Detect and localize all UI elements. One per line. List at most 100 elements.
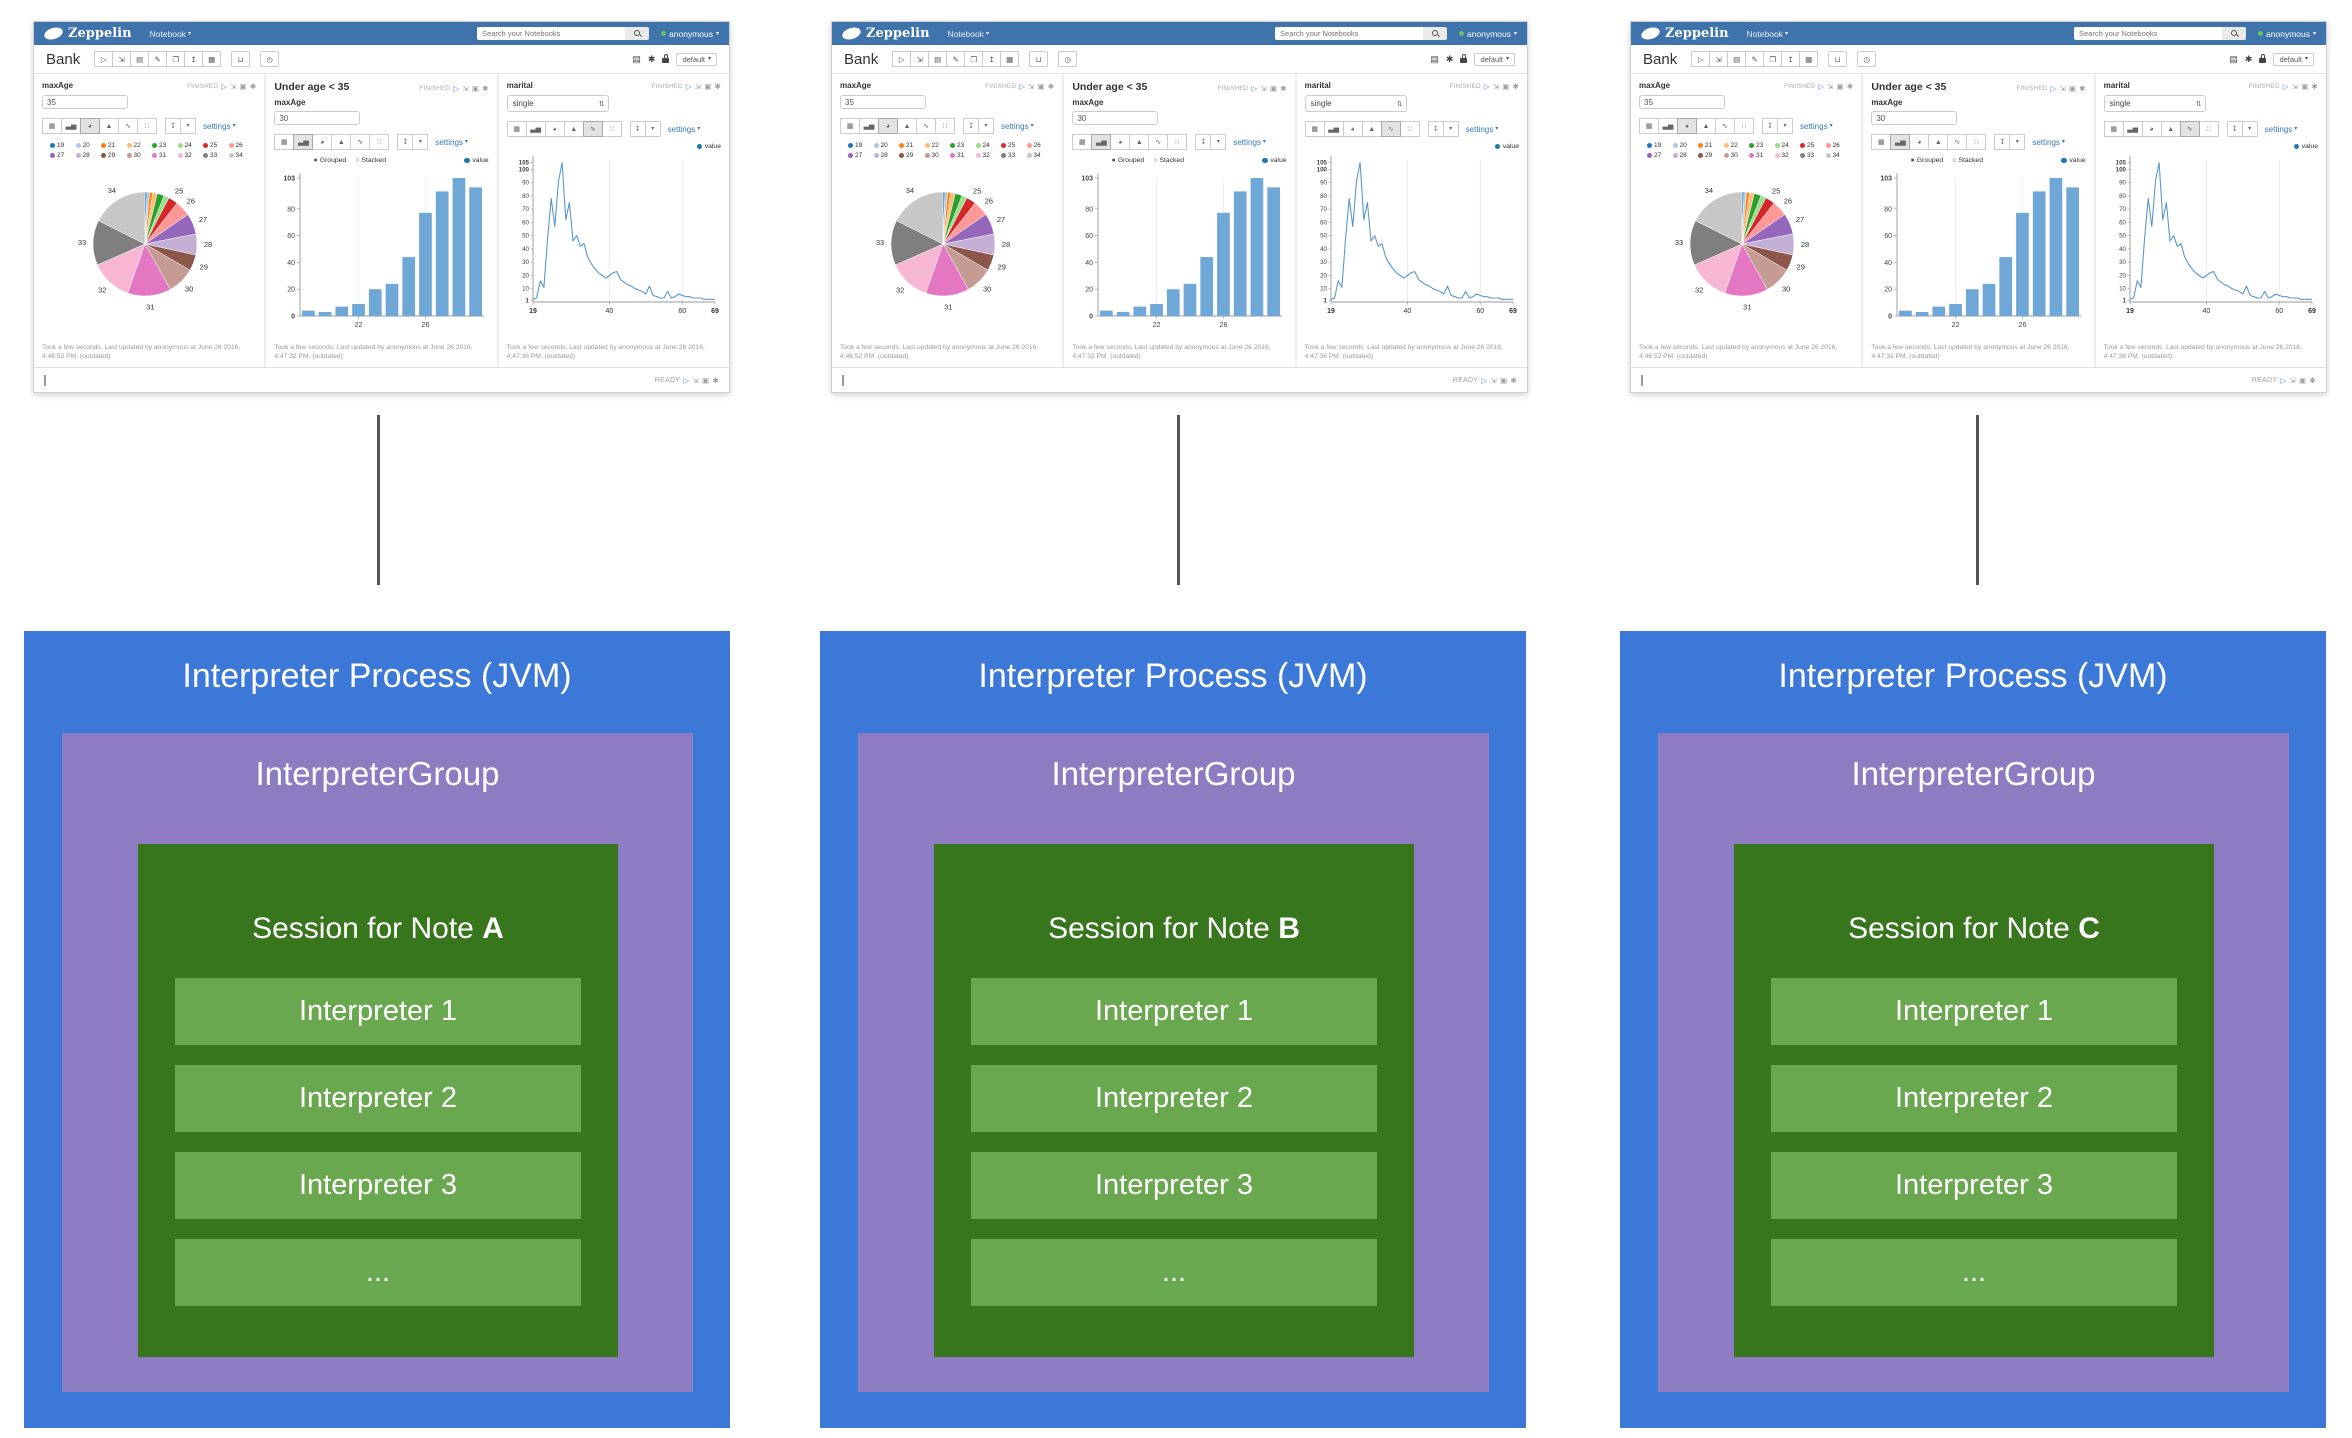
download-caret-button[interactable]: ▾ [412, 134, 429, 150]
pie-chart-button[interactable]: ◕ [878, 118, 898, 134]
run-paragraph-icon[interactable]: ▷ [1483, 82, 1490, 91]
paragraph-gear-icon[interactable]: ✱ [1846, 82, 1854, 91]
settings-link[interactable]: settings ▾ [1465, 124, 1499, 134]
table-view-button[interactable]: ▦ [42, 118, 62, 134]
legend-item[interactable]: 24 [177, 142, 204, 149]
run-paragraph-icon[interactable]: ▷ [221, 82, 228, 91]
keyboard-shortcuts-icon[interactable]: ▤ [1430, 53, 1439, 64]
legend-item[interactable]: 31 [152, 152, 178, 159]
legend-item[interactable]: 26 [1825, 142, 1852, 149]
scatter-chart-button[interactable]: ∷ [1399, 121, 1420, 137]
marital-select[interactable]: single ⇅ [2103, 95, 2206, 112]
maxage-input[interactable] [42, 95, 128, 109]
maxage-input[interactable] [1639, 95, 1725, 109]
scatter-chart-button[interactable]: ∷ [2198, 121, 2219, 137]
default-interpreter-button[interactable]: default ▾ [676, 52, 717, 66]
user-menu[interactable]: anonymous ▾ [1459, 29, 1517, 39]
line-chart-button[interactable]: ∿ [1380, 121, 1401, 137]
permissions-lock-icon[interactable] [662, 54, 670, 64]
legend-item[interactable]: 19 [1647, 142, 1673, 149]
schedule-button[interactable]: ◷ [260, 51, 280, 67]
series-legend[interactable]: value [1262, 157, 1287, 164]
legend-item[interactable]: 28 [873, 152, 900, 159]
zeppelin-logo[interactable]: Zeppelin [42, 25, 132, 42]
show-hide-code-button[interactable]: ⇲ [112, 51, 132, 67]
stacked-radio[interactable]: ○ Stacked [1952, 157, 1983, 164]
run-paragraph-icon[interactable]: ▷ [1251, 84, 1258, 93]
marital-select[interactable]: single ⇅ [506, 95, 609, 112]
interpreter-gear-icon[interactable]: ✱ [2244, 53, 2253, 64]
legend-item[interactable]: 19 [50, 142, 76, 149]
line-chart-button[interactable]: ∿ [2179, 121, 2200, 137]
bar-chart-button[interactable]: ▃▅ [1890, 134, 1911, 150]
paragraph-gear-icon[interactable]: ✱ [714, 82, 721, 91]
area-chart-button[interactable]: ▲ [563, 121, 584, 137]
area-chart-button[interactable]: ▲ [331, 134, 352, 150]
permissions-lock-icon[interactable] [1460, 54, 1468, 64]
download-caret-button[interactable]: ▾ [180, 118, 196, 134]
bar-chart-button[interactable]: ▃▅ [1091, 134, 1112, 150]
bar-chart-button[interactable]: ▃▅ [61, 118, 81, 134]
output-only-icon[interactable]: ▣ [239, 82, 247, 91]
download-button[interactable]: ↧ [1994, 134, 2011, 150]
paragraph-gear-icon[interactable]: ✱ [482, 84, 489, 93]
run-paragraph-icon[interactable]: ▷ [685, 82, 692, 91]
settings-link[interactable]: settings ▾ [1800, 121, 1833, 131]
search-input[interactable] [477, 27, 626, 40]
line-chart-button[interactable]: ∿ [1947, 134, 1968, 150]
user-menu[interactable]: anonymous ▾ [661, 29, 719, 39]
paragraph-gear-icon[interactable]: ✱ [1510, 375, 1517, 385]
pie-chart-button[interactable]: ◕ [1342, 121, 1363, 137]
legend-item[interactable]: 32 [1774, 152, 1801, 159]
output-only-icon[interactable]: ▣ [1269, 84, 1278, 93]
area-chart-button[interactable]: ▲ [2160, 121, 2181, 137]
export-note-button[interactable]: ↥ [1781, 51, 1801, 67]
download-button[interactable]: ↧ [2226, 121, 2243, 137]
line-chart-button[interactable]: ∿ [582, 121, 603, 137]
run-paragraph-icon[interactable]: ▷ [1818, 82, 1825, 91]
scatter-chart-button[interactable]: ∷ [137, 118, 157, 134]
settings-link[interactable]: settings ▾ [203, 121, 236, 131]
maxage-input[interactable] [1871, 111, 1958, 125]
legend-item[interactable]: 29 [899, 152, 925, 159]
area-chart-button[interactable]: ▲ [1361, 121, 1382, 137]
legend-item[interactable]: 32 [975, 152, 1002, 159]
notebook-menu[interactable]: Notebook ▾ [150, 29, 191, 39]
legend-item[interactable]: 30 [924, 152, 951, 159]
legend-item[interactable]: 22 [1723, 142, 1750, 149]
default-interpreter-button[interactable]: default ▾ [1474, 52, 1515, 66]
legend-item[interactable]: 28 [75, 152, 102, 159]
schedule-button[interactable]: ◷ [1058, 51, 1078, 67]
output-only-icon[interactable]: ▣ [704, 82, 712, 91]
search-button[interactable] [2222, 27, 2247, 40]
legend-item[interactable]: 20 [75, 142, 102, 149]
bar-chart-button[interactable]: ▃▅ [525, 121, 546, 137]
version-control-button[interactable]: ▦ [1799, 51, 1819, 67]
legend-item[interactable]: 25 [1001, 142, 1027, 149]
clear-output-button[interactable]: ✎ [1745, 51, 1765, 67]
output-only-icon[interactable]: ▣ [1502, 82, 1510, 91]
pie-chart-button[interactable]: ◕ [1677, 118, 1697, 134]
table-view-button[interactable]: ▦ [274, 134, 295, 150]
scatter-chart-button[interactable]: ∷ [601, 121, 622, 137]
paragraph-gear-icon[interactable]: ✱ [2079, 84, 2086, 93]
fullscreen-icon[interactable]: ⇲ [1827, 82, 1834, 91]
grouped-radio[interactable]: ● Grouped [313, 157, 347, 164]
run-paragraph-icon[interactable]: ▷ [1481, 375, 1488, 385]
legend-item[interactable]: 21 [1698, 142, 1724, 149]
legend-item[interactable]: 26 [228, 142, 255, 149]
area-chart-button[interactable]: ▲ [1928, 134, 1949, 150]
series-legend[interactable]: value [1494, 143, 1519, 150]
export-note-button[interactable]: ↥ [184, 51, 204, 67]
notebook-menu[interactable]: Notebook ▾ [948, 29, 989, 39]
legend-item[interactable]: 33 [1800, 152, 1826, 159]
empty-paragraph-bar[interactable]: READY ▷ ⇲ ▣ ✱ [34, 367, 729, 392]
paragraph-gear-icon[interactable]: ✱ [1047, 82, 1055, 91]
fullscreen-icon[interactable]: ⇲ [2289, 375, 2297, 385]
legend-item[interactable]: 27 [848, 152, 874, 159]
paragraph-gear-icon[interactable]: ✱ [1280, 84, 1287, 93]
version-control-button[interactable]: ▦ [1000, 51, 1020, 67]
fullscreen-icon[interactable]: ⇲ [694, 82, 702, 91]
run-paragraph-icon[interactable]: ▷ [2282, 82, 2289, 91]
legend-item[interactable]: 34 [1825, 152, 1852, 159]
